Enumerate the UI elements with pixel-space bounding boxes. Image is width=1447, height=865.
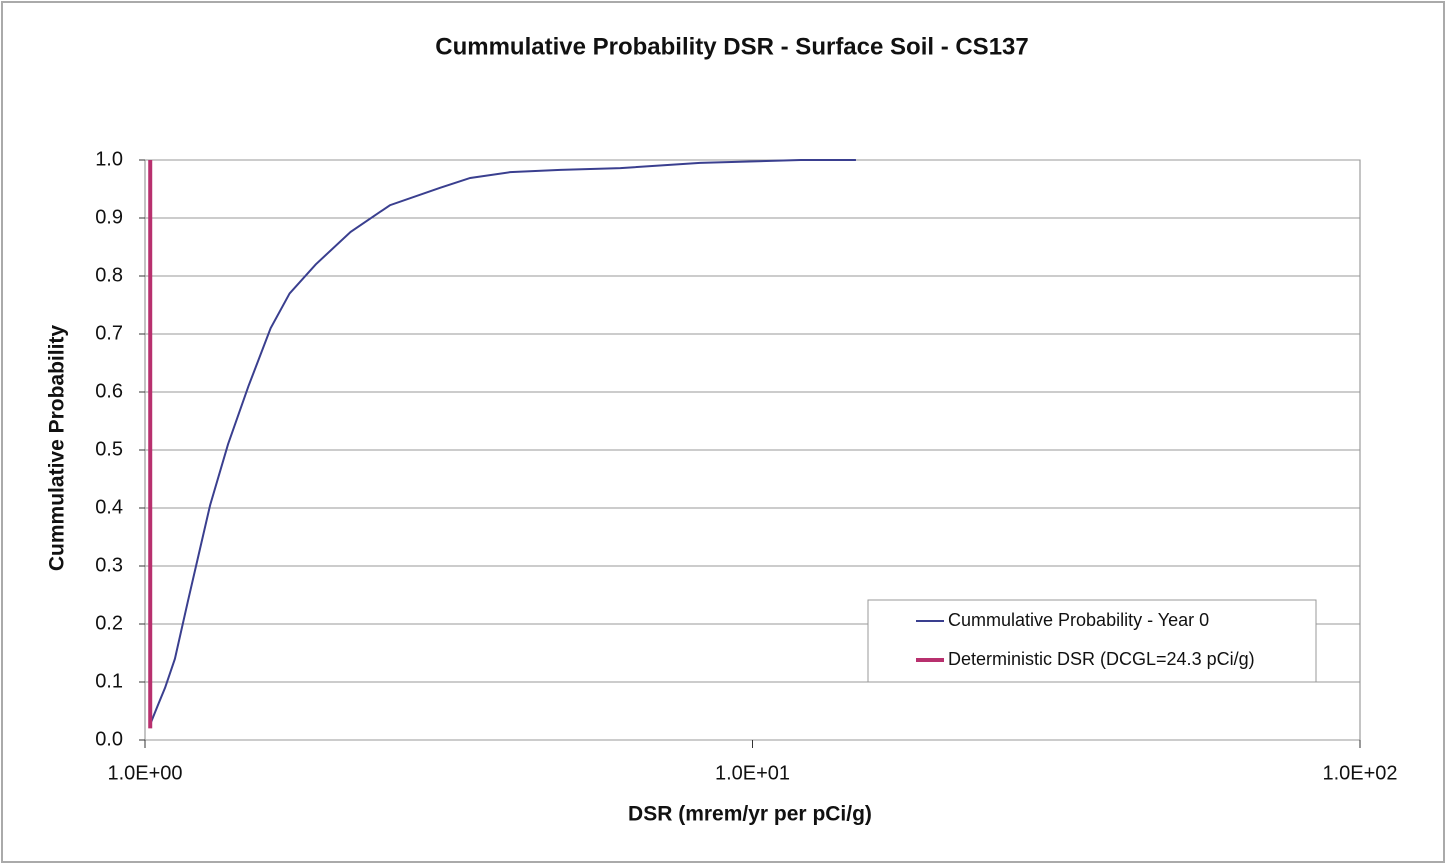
chart-title: Cummulative Probability DSR - Surface So…	[435, 33, 1028, 60]
x-tick-label: 1.0E+02	[1322, 762, 1397, 784]
x-tick-label: 1.0E+00	[107, 762, 182, 784]
y-tick-label: 0.2	[95, 612, 123, 634]
x-axis-title: DSR (mrem/yr per pCi/g)	[628, 803, 872, 826]
y-tick-label: 0.9	[95, 206, 123, 228]
y-tick-label: 0.0	[95, 728, 123, 750]
legend-label: Deterministic DSR (DCGL=24.3 pCi/g)	[948, 649, 1255, 669]
y-tick-label: 0.4	[95, 496, 123, 518]
series-line	[149, 159, 856, 726]
y-tick-label: 0.8	[95, 264, 123, 286]
y-tick-label: 0.5	[95, 438, 123, 460]
legend-box	[867, 599, 1317, 683]
y-axis-title: Cummulative Probability	[46, 325, 69, 572]
y-tick-label: 0.7	[95, 322, 123, 344]
y-tick-label: 0.1	[95, 670, 123, 692]
y-tick-label: 1.0	[95, 148, 123, 170]
y-tick-label: 0.6	[95, 380, 123, 402]
y-tick-label: 0.3	[95, 554, 123, 576]
x-tick-label: 1.0E+01	[715, 762, 790, 784]
legend-label: Cummulative Probability - Year 0	[948, 610, 1209, 630]
